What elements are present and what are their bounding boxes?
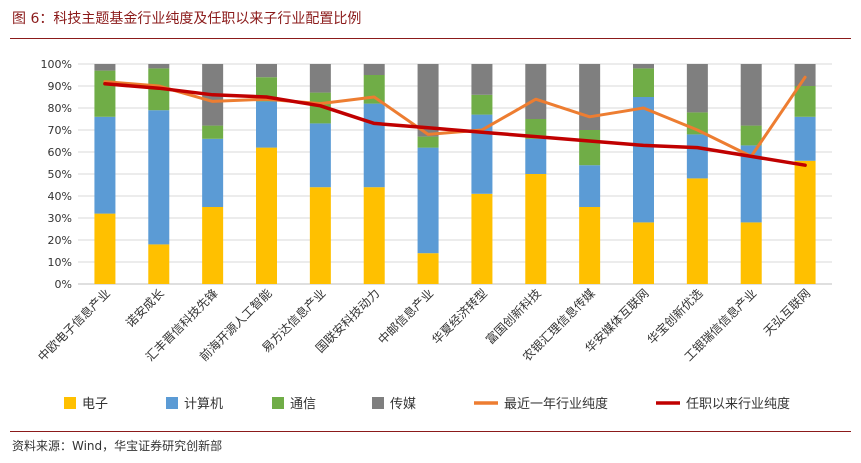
- bar-segment: [471, 64, 493, 95]
- bar-segment: [148, 64, 170, 69]
- bar-segment: [148, 110, 170, 245]
- y-tick-label: 100%: [41, 58, 72, 71]
- bar-segment: [309, 187, 331, 284]
- legend-label: 传媒: [390, 397, 416, 412]
- bar-segment: [309, 123, 331, 188]
- bar-segment: [633, 64, 654, 69]
- bar-segment: [525, 138, 547, 174]
- category-label: 诺安成长: [122, 286, 167, 331]
- bar-segment: [633, 68, 654, 97]
- bar-segment: [579, 130, 601, 166]
- bar-segment: [686, 134, 708, 179]
- category-label: 中欧电子信息产业: [35, 286, 113, 364]
- y-tick-label: 50%: [48, 168, 72, 181]
- bar-segment: [471, 114, 493, 194]
- legend-label: 通信: [290, 397, 316, 412]
- bar-segment: [417, 147, 439, 254]
- bar-segment: [256, 64, 277, 78]
- bar-segment: [740, 145, 762, 223]
- bar-segment: [686, 64, 708, 113]
- y-tick-label: 80%: [48, 102, 72, 115]
- bar-segment: [417, 253, 439, 284]
- legend-swatch: [64, 397, 76, 409]
- bar-segment: [794, 64, 816, 86]
- bar-segment: [794, 160, 816, 284]
- legend-label: 任职以来行业纯度: [686, 396, 790, 412]
- y-tick-label: 40%: [48, 190, 72, 203]
- bar-segment: [309, 64, 331, 93]
- category-label: 天弘互联网: [761, 286, 813, 338]
- category-label: 华夏经济转型: [429, 286, 491, 348]
- series-line-tenure: [103, 82, 807, 167]
- bar-segment: [525, 64, 547, 119]
- legend-label: 电子: [82, 397, 108, 412]
- bar-segment: [525, 174, 547, 284]
- bar-segment: [794, 116, 816, 161]
- bar-segment: [363, 187, 385, 284]
- bar-segment: [202, 207, 224, 284]
- legend-label: 计算机: [184, 397, 223, 412]
- bar-segment: [94, 70, 116, 117]
- category-label: 富国创新科技: [482, 286, 544, 348]
- title-rule: [10, 38, 851, 39]
- bar-segment: [740, 64, 762, 126]
- bar-segment: [417, 64, 439, 137]
- legend-swatch: [272, 397, 284, 409]
- y-tick-label: 20%: [48, 234, 72, 247]
- bar-segment: [417, 136, 439, 148]
- bar-segment: [579, 64, 601, 130]
- bar-segment: [309, 92, 331, 124]
- legend-swatch: [166, 397, 178, 409]
- bar-segment: [94, 116, 116, 214]
- source-rule: [10, 431, 851, 432]
- y-tick-label: 0%: [55, 278, 72, 291]
- bar-segment: [202, 125, 224, 139]
- bar-segment: [363, 64, 385, 75]
- bar-segment: [686, 178, 708, 284]
- bar-segment: [471, 193, 493, 284]
- legend-swatch: [372, 397, 384, 409]
- y-tick-label: 30%: [48, 212, 72, 225]
- bar-segment: [579, 207, 601, 284]
- bar-segment: [94, 213, 116, 284]
- bar-segment: [148, 244, 170, 284]
- bar-segment: [471, 94, 493, 115]
- bar-segment: [256, 101, 277, 148]
- bar-segment: [740, 222, 762, 284]
- bar-segment: [794, 86, 816, 117]
- bar-segment: [94, 64, 116, 71]
- y-tick-label: 10%: [48, 256, 72, 269]
- bar-segment: [525, 119, 547, 139]
- y-tick-label: 90%: [48, 80, 72, 93]
- series-line-recent: [103, 75, 807, 158]
- bar-segment: [256, 147, 277, 284]
- bar-segment: [633, 97, 654, 223]
- bar-segment: [202, 138, 224, 207]
- bar-segment: [633, 222, 654, 284]
- bar-segment: [363, 103, 385, 188]
- legend-label: 最近一年行业纯度: [504, 396, 608, 412]
- figure-title: 图 6：科技主题基金行业纯度及任职以来子行业配置比例: [12, 11, 362, 27]
- y-tick-label: 60%: [48, 146, 72, 159]
- category-label: 华宝创新优选: [644, 286, 706, 348]
- source-note: 资料来源：Wind，华宝证券研究创新部: [12, 439, 223, 453]
- bar-segment: [579, 165, 601, 207]
- category-label: 中邮信息产业: [375, 286, 437, 348]
- bar-segment: [740, 125, 762, 146]
- y-tick-label: 70%: [48, 124, 72, 137]
